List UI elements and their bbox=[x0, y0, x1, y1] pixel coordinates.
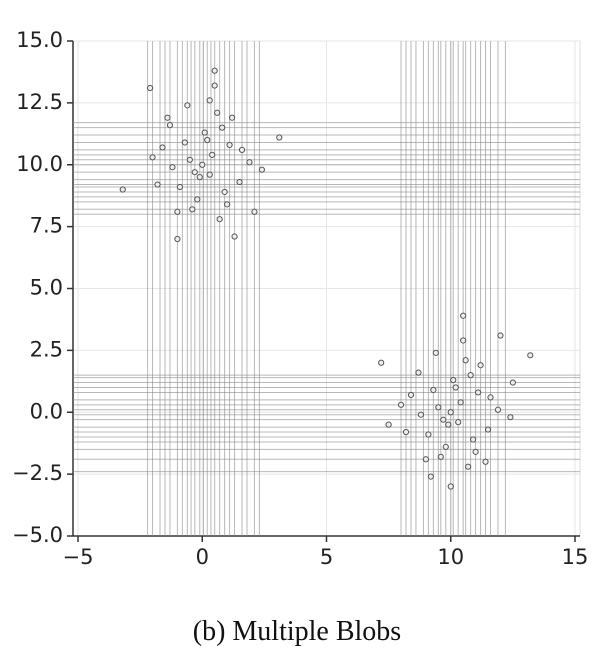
point bbox=[417, 411, 425, 418]
point bbox=[169, 164, 176, 171]
y-tick-label: 15.0 bbox=[16, 28, 63, 52]
point bbox=[450, 376, 457, 384]
point bbox=[527, 352, 534, 359]
point bbox=[472, 448, 479, 455]
point bbox=[219, 124, 226, 131]
point bbox=[196, 174, 203, 181]
point bbox=[447, 483, 454, 490]
point bbox=[149, 154, 156, 161]
x-tick-label: −5 bbox=[63, 545, 94, 569]
y-tick-label: 2.5 bbox=[30, 337, 63, 361]
point bbox=[214, 109, 221, 116]
point bbox=[194, 196, 201, 203]
point bbox=[231, 233, 238, 240]
point bbox=[191, 169, 198, 176]
point bbox=[445, 421, 452, 428]
y-tick-label: −2.5 bbox=[12, 461, 63, 485]
point bbox=[462, 357, 469, 364]
point bbox=[447, 409, 454, 416]
point bbox=[407, 391, 415, 399]
y-tick-label: 5.0 bbox=[30, 276, 63, 300]
point bbox=[494, 406, 502, 413]
point bbox=[465, 463, 472, 470]
point bbox=[251, 208, 258, 215]
point bbox=[430, 386, 437, 394]
point bbox=[184, 102, 191, 109]
point bbox=[402, 428, 410, 436]
point bbox=[467, 372, 474, 379]
point bbox=[378, 359, 385, 366]
point bbox=[507, 414, 514, 421]
x-tick-label: 15 bbox=[562, 545, 589, 569]
point bbox=[452, 384, 459, 391]
x-tick-label: 5 bbox=[320, 545, 333, 569]
point bbox=[482, 458, 489, 465]
y-tick-label: 0.0 bbox=[30, 399, 63, 423]
point bbox=[216, 216, 223, 223]
point bbox=[435, 404, 442, 411]
point bbox=[425, 431, 432, 438]
point bbox=[228, 114, 236, 121]
x-tick-label: 10 bbox=[437, 545, 464, 569]
point bbox=[497, 332, 504, 339]
point bbox=[440, 416, 447, 423]
caption: (b) Multiple Blobs bbox=[193, 616, 401, 647]
point bbox=[509, 379, 516, 386]
point bbox=[385, 421, 392, 428]
point bbox=[460, 337, 467, 344]
point bbox=[276, 134, 283, 141]
point bbox=[415, 369, 422, 376]
point bbox=[206, 171, 213, 178]
point bbox=[146, 84, 154, 92]
point bbox=[226, 141, 233, 149]
point bbox=[159, 144, 166, 151]
point bbox=[189, 206, 196, 213]
point bbox=[206, 97, 213, 104]
point bbox=[455, 419, 462, 426]
point bbox=[204, 136, 211, 144]
point bbox=[176, 183, 183, 191]
point bbox=[224, 201, 231, 208]
point bbox=[397, 401, 405, 408]
point bbox=[174, 235, 181, 243]
point bbox=[186, 156, 193, 163]
point bbox=[119, 186, 126, 193]
point bbox=[238, 146, 246, 153]
point bbox=[477, 362, 484, 369]
point bbox=[236, 178, 243, 186]
point bbox=[211, 67, 218, 74]
point bbox=[437, 453, 444, 460]
point bbox=[487, 394, 494, 401]
point bbox=[432, 349, 439, 356]
point bbox=[484, 426, 492, 433]
point bbox=[154, 181, 161, 188]
point bbox=[209, 151, 216, 158]
y-tick-label: 12.5 bbox=[16, 90, 63, 114]
point bbox=[460, 312, 467, 319]
point bbox=[457, 399, 464, 406]
point bbox=[211, 82, 218, 89]
point bbox=[199, 161, 206, 168]
point bbox=[427, 473, 434, 480]
y-tick-label: −5.0 bbox=[12, 523, 63, 547]
point bbox=[474, 389, 482, 396]
point bbox=[181, 139, 188, 146]
point bbox=[258, 166, 265, 173]
point bbox=[166, 122, 174, 129]
point bbox=[442, 443, 449, 450]
point bbox=[174, 208, 181, 215]
x-tick-label: 0 bbox=[196, 545, 209, 569]
y-tick-label: 10.0 bbox=[16, 152, 63, 176]
y-tick-label: 7.5 bbox=[30, 214, 63, 238]
point bbox=[201, 129, 208, 136]
point bbox=[221, 188, 228, 196]
point bbox=[422, 456, 429, 463]
point bbox=[246, 159, 253, 166]
point bbox=[164, 114, 171, 121]
point bbox=[470, 436, 477, 443]
